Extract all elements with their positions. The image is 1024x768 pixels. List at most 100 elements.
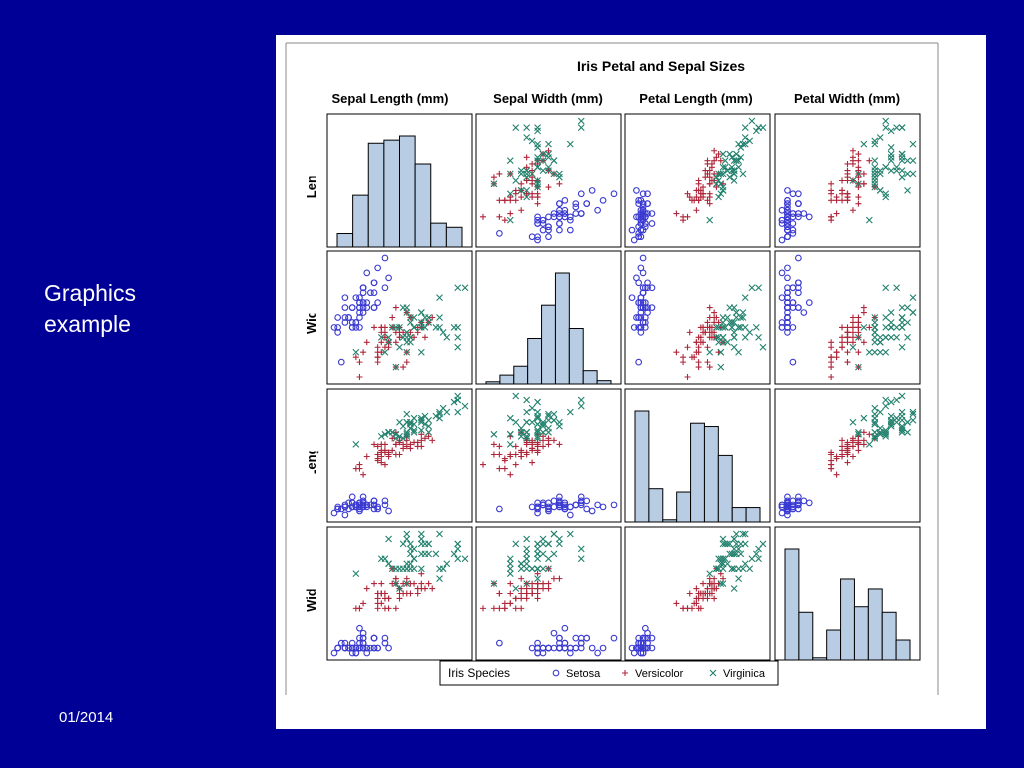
point-setosa-r3c1-40: [359, 501, 367, 509]
point-virginica-r2c3-50: [719, 324, 727, 331]
point-versicolor-r3c1-48: [400, 445, 407, 452]
point-virginica-r1c4-45: [909, 157, 917, 165]
point-setosa-r4c1-42: [337, 639, 345, 647]
point-setosa-r2c1-49: [367, 289, 374, 297]
point-versicolor-r4c3-42: [708, 585, 715, 592]
point-setosa-r2c1-27: [356, 304, 363, 311]
point-versicolor-r3c4-36: [860, 441, 867, 448]
point-versicolor-r4c3-36: [706, 575, 713, 582]
point-versicolor-r4c2-28: [534, 570, 541, 577]
point-virginica-r2c1-1: [403, 309, 411, 316]
point-virginica-r3c1-34: [403, 428, 411, 436]
point-versicolor-r1c4-7: [860, 170, 867, 177]
point-versicolor-r3c1-27: [421, 435, 428, 442]
point-versicolor-r4c1-1: [429, 585, 436, 592]
point-versicolor-r3c1-17: [378, 441, 385, 448]
point-versicolor-r2c1-27: [421, 334, 428, 341]
point-setosa-r2c1-50: [356, 309, 363, 316]
slide-side-text: Graphics example: [44, 278, 204, 340]
point-versicolor-r2c4-40: [844, 349, 851, 356]
point-virginica-r2c3-41: [730, 319, 738, 326]
point-versicolor-r1c2-41: [512, 197, 519, 204]
point-setosa-r3c4-47: [784, 499, 791, 507]
point-virginica-r2c4-13: [887, 324, 895, 331]
histogram-bar-petal-length-mm-3: [662, 519, 678, 523]
point-versicolor-r1c2-35: [534, 200, 541, 207]
point-virginica-r2c3-34: [719, 333, 727, 341]
point-virginica-r2c1-44: [421, 314, 429, 321]
point-virginica-r3c2-49: [556, 422, 563, 430]
legend-marker-setosa: [552, 669, 560, 677]
point-setosa-r3c1-35: [352, 501, 360, 509]
point-setosa-r1c2-38: [566, 216, 574, 224]
point-versicolor-r1c3-44: [680, 213, 687, 220]
point-virginica-r4c2-48: [534, 555, 541, 563]
slide-date: 01/2014: [59, 709, 114, 726]
point-virginica-r2c3-49: [726, 304, 734, 311]
point-versicolor-r1c2-36: [556, 180, 563, 187]
histogram-bar-petal-width-mm-7: [867, 588, 883, 661]
point-virginica-r1c2-10: [566, 140, 574, 148]
point-setosa-r2c4-22: [795, 289, 802, 297]
point-virginica-r3c2-41: [539, 418, 547, 426]
point-virginica-r3c4-25: [887, 416, 895, 424]
point-versicolor-r3c4-15: [844, 459, 851, 466]
point-setosa-r2c1-7: [341, 304, 349, 311]
row-header-sepal-length-m: Sepal Length (m...: [304, 125, 319, 237]
point-setosa-r1c4-37: [784, 196, 791, 204]
point-setosa-r1c3-49: [639, 203, 647, 211]
point-setosa-r1c2-7: [556, 226, 563, 234]
point-setosa-r3c2-46: [534, 503, 541, 511]
point-virginica-r4c2-49: [556, 540, 563, 548]
histogram-bar-sepal-width-mm-9: [596, 380, 612, 385]
point-virginica-r3c4-39: [871, 434, 879, 442]
point-versicolor-r4c1-30: [381, 605, 388, 612]
point-virginica-r1c3-32: [748, 117, 756, 125]
histogram-bar-sepal-width-mm-6: [554, 272, 570, 385]
point-setosa-r3c1-38: [352, 503, 360, 511]
point-setosa-r3c1-21: [370, 497, 378, 505]
point-versicolor-r4c3-12: [700, 580, 707, 587]
point-setosa-r2c4-32: [795, 304, 802, 311]
legend-marker-virginica: [709, 669, 717, 677]
point-versicolor-r3c2-42: [534, 439, 541, 446]
point-versicolor-r1c3-36: [706, 180, 713, 187]
histogram-bar-petal-width-mm-9: [895, 639, 911, 661]
point-setosa-r4c1-32: [370, 634, 378, 642]
point-virginica-r1c2-32: [577, 117, 585, 125]
point-virginica-r4c2-42: [539, 540, 547, 548]
point-virginica-r3c2-4: [528, 418, 536, 426]
point-setosa-r3c1-29: [363, 503, 371, 511]
point-virginica-r2c1-16: [407, 314, 414, 321]
point-setosa-r2c4-24: [800, 309, 808, 316]
point-virginica-r1c4-38: [871, 167, 879, 174]
point-setosa-r1c2-50: [550, 213, 558, 221]
point-setosa-r4c2-38: [566, 649, 574, 657]
point-setosa-r1c4-19: [789, 190, 797, 198]
point-versicolor-r4c1-50: [381, 590, 388, 597]
point-setosa-r4c3-49: [639, 644, 647, 652]
point-setosa-r2c3-20: [639, 284, 647, 292]
side-text-line-1: Graphics: [44, 280, 137, 306]
point-setosa-r4c1-14: [330, 649, 338, 657]
point-virginica-r4c2-9: [506, 565, 514, 573]
point-virginica-r4c2-11: [545, 555, 552, 563]
point-virginica-r1c4-50: [871, 183, 879, 191]
point-virginica-r1c3-6: [752, 127, 760, 135]
point-setosa-r4c1-48: [341, 644, 349, 652]
column-header-petal-length-mm: Petal Length (mm): [639, 91, 752, 106]
point-virginica-r1c2-14: [506, 190, 514, 198]
point-virginica-r1c3-3: [737, 144, 745, 151]
point-versicolor-r1c2-45: [518, 194, 525, 201]
histogram-bar-petal-length-mm-4: [676, 491, 692, 523]
point-virginica-r2c3-18: [755, 284, 762, 292]
point-versicolor-r3c4-44: [828, 465, 835, 472]
point-virginica-r1c2-20: [490, 180, 498, 188]
point-setosa-r4c1-35: [352, 644, 360, 652]
point-virginica-r3c1-50: [388, 428, 396, 436]
point-virginica-r1c4-25: [887, 157, 895, 165]
point-virginica-r1c3-44: [737, 153, 745, 161]
point-virginica-r1c2-23: [523, 124, 531, 132]
point-setosa-r4c3-47: [641, 644, 649, 652]
point-versicolor-r4c1-48: [400, 590, 407, 597]
